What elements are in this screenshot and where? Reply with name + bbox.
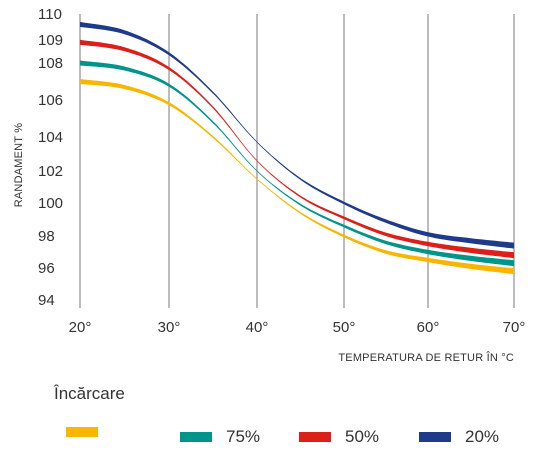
x-tick-70: 70° (503, 319, 526, 336)
y-tick-96: 96 (38, 260, 55, 277)
legend-title: Încărcare (54, 384, 125, 403)
y-tick-94: 94 (38, 292, 55, 309)
legend-item-20pct: 20% (419, 427, 499, 447)
x-tick-40: 40° (246, 319, 269, 336)
series-lines (80, 21, 514, 275)
legend: 75% 50% 20% (0, 427, 539, 451)
x-tick-50: 50° (333, 319, 356, 336)
series-line-50pct (80, 39, 514, 259)
y-tick-labels: 94 96 98 100 102 104 106 108 109 110 (38, 6, 63, 309)
y-tick-98: 98 (38, 228, 55, 245)
legend-label: 50% (345, 427, 380, 446)
y-tick-110: 110 (38, 6, 62, 23)
y-tick-109: 109 (38, 32, 63, 49)
x-tick-20: 20° (69, 319, 92, 336)
legend-item-unlabeled (66, 427, 98, 437)
y-tick-106: 106 (38, 92, 63, 109)
y-tick-100: 100 (38, 195, 63, 212)
legend-item-50pct: 50% (299, 427, 379, 447)
x-tick-60: 60° (417, 319, 440, 336)
legend-swatch (180, 432, 212, 442)
legend-label: 75% (226, 427, 261, 446)
y-tick-108: 108 (38, 55, 63, 72)
legend-item-75pct: 75% (180, 427, 260, 447)
x-tick-30: 30° (158, 319, 181, 336)
y-axis-label: RANDAMENT % (13, 123, 25, 208)
legend-swatch (66, 427, 98, 437)
legend-swatch (419, 432, 451, 442)
x-axis-label: TEMPERATURA DE RETUR ÎN °C (338, 351, 514, 364)
y-tick-104: 104 (38, 129, 63, 146)
legend-label: 20% (465, 427, 500, 446)
legend-swatch (299, 432, 331, 442)
y-tick-102: 102 (38, 163, 63, 180)
x-tick-labels: 20° 30° 40° 50° 60° 70° (69, 319, 526, 336)
